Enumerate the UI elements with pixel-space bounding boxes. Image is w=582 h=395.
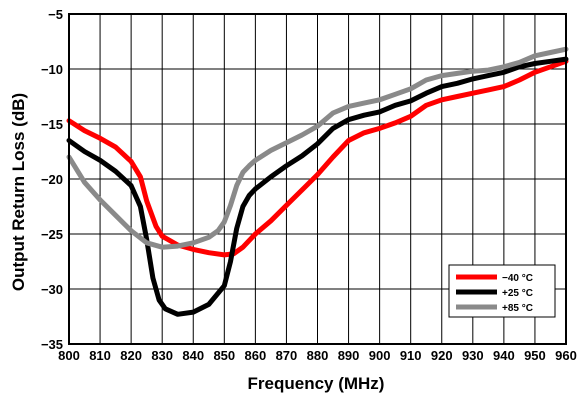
- x-tick-label: 820: [120, 348, 142, 363]
- y-tick-label: −35: [41, 337, 63, 352]
- x-tick-label: 850: [213, 348, 235, 363]
- x-tick-label: 800: [58, 348, 80, 363]
- x-tick-label: 940: [493, 348, 515, 363]
- x-axis-title: Frequency (MHz): [248, 374, 385, 393]
- series-line-0: [66, 58, 569, 258]
- y-axis-title: Output Return Loss (dB): [9, 93, 28, 291]
- x-tick-label: 810: [89, 348, 111, 363]
- x-tick-label: 950: [524, 348, 546, 363]
- series-line-2: [66, 46, 569, 250]
- x-tick-label: 880: [307, 348, 329, 363]
- x-tick-label: 840: [182, 348, 204, 363]
- legend-label: +25 °C: [502, 288, 533, 299]
- y-tick-label: −25: [41, 227, 63, 242]
- y-tick-label: −5: [48, 7, 63, 22]
- x-tick-label: 900: [369, 348, 391, 363]
- x-tick-label: 930: [462, 348, 484, 363]
- series-layer: [66, 46, 569, 317]
- series-line-1: [66, 56, 569, 317]
- x-tick-label: 870: [276, 348, 298, 363]
- y-tick-label: −10: [41, 62, 63, 77]
- plot-frame: [68, 13, 567, 345]
- x-tick-labels: 800 810 820 830 840 850 860 870 880 890 900 910 920 9…: [58, 348, 577, 363]
- y-tick-label: −30: [41, 282, 63, 297]
- y-tick-label: −15: [41, 117, 63, 132]
- x-tick-label: 890: [338, 348, 360, 363]
- legend: −40 °C +25 °C +85 °C: [448, 264, 556, 318]
- x-tick-label: 860: [245, 348, 267, 363]
- y-tick-labels: −5 −10 −15 −20 −25 −30 −35: [41, 7, 63, 352]
- legend-label: +85 °C: [502, 303, 533, 314]
- x-tick-label: 920: [431, 348, 453, 363]
- x-tick-label: 960: [555, 348, 577, 363]
- y-tick-label: −20: [41, 172, 63, 187]
- x-tick-label: 910: [400, 348, 422, 363]
- legend-label: −40 °C: [502, 273, 533, 284]
- x-tick-label: 830: [151, 348, 173, 363]
